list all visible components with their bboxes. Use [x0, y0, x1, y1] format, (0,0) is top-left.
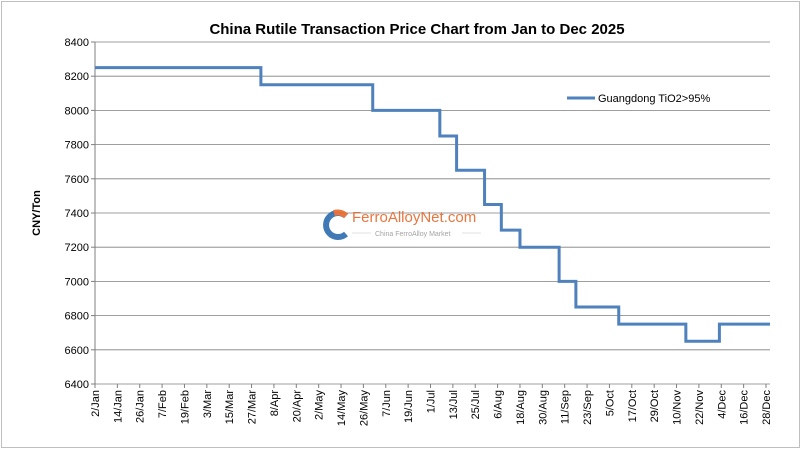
svg-text:FerroAlloyNet.com: FerroAlloyNet.com	[352, 209, 476, 226]
x-tick-label: 15/Mar	[224, 390, 236, 425]
y-tick-label: 8400	[65, 37, 89, 49]
x-tick-label: 23/Sep	[582, 390, 594, 425]
y-tick-label: 7600	[65, 174, 89, 186]
x-tick-label: 20/Apr	[291, 390, 303, 423]
y-tick-label: 7800	[65, 140, 89, 152]
x-tick-label: 7/Feb	[157, 390, 169, 418]
x-tick-label: 2/Jan	[90, 390, 102, 417]
x-tick-label: 16/Dec	[739, 390, 751, 425]
x-tick-label: 22/Nov	[694, 390, 706, 425]
chart-title: China Rutile Transaction Price Chart fro…	[209, 21, 624, 38]
series-line-guangdong	[95, 66, 770, 343]
y-tick-label: 6400	[65, 379, 89, 391]
x-tick-label: 6/Aug	[493, 390, 505, 419]
x-tick-label: 26/May	[358, 390, 370, 427]
x-tick-label: 19/Feb	[179, 390, 191, 424]
y-tick-label: 7200	[65, 242, 89, 254]
x-tick-label: 2/May	[314, 390, 326, 420]
x-tick-label: 8/Apr	[269, 390, 281, 417]
x-tick-label: 13/Jul	[448, 390, 460, 419]
x-tick-label: 28/Dec	[761, 390, 773, 425]
y-tick-label: 7400	[65, 208, 89, 220]
legend-label: Guangdong TiO2>95%	[598, 93, 710, 105]
y-tick-label: 8000	[65, 105, 89, 117]
x-tick-label: 27/Mar	[247, 390, 259, 425]
y-tick-label: 6800	[65, 311, 89, 323]
x-tick-label: 7/Jun	[381, 390, 393, 417]
x-tick-label: 17/Oct	[627, 390, 639, 422]
y-tick-label: 7000	[65, 276, 89, 288]
y-tick-label: 6600	[65, 345, 89, 357]
x-tick-label: 29/Oct	[649, 390, 661, 422]
x-tick-label: 14/Jan	[112, 390, 124, 423]
x-tick-label: 14/May	[336, 390, 348, 427]
x-tick-label: 25/Jul	[470, 390, 482, 419]
x-tick-label: 19/Jun	[403, 390, 415, 423]
legend: Guangdong TiO2>95%	[567, 93, 710, 105]
x-tick-label: 18/Aug	[515, 390, 527, 425]
x-tick-label: 26/Jan	[135, 390, 147, 423]
watermark-logo: FerroAlloyNet.com China FerroAlloy Marke…	[323, 209, 481, 240]
x-tick-label: 30/Aug	[537, 390, 549, 425]
svg-text:China FerroAlloy Market: China FerroAlloy Market	[375, 231, 451, 238]
y-tick-label: 8200	[65, 71, 89, 83]
x-tick-label: 4/Dec	[716, 390, 728, 419]
x-tick-label: 11/Sep	[560, 390, 572, 424]
x-tick-label: 5/Oct	[604, 390, 616, 416]
x-tick-label: 3/Mar	[202, 390, 214, 418]
x-tick-label: 10/Nov	[672, 390, 684, 425]
y-axis-label: CNY/Ton	[31, 190, 43, 236]
x-tick-label: 1/Jul	[426, 390, 438, 413]
